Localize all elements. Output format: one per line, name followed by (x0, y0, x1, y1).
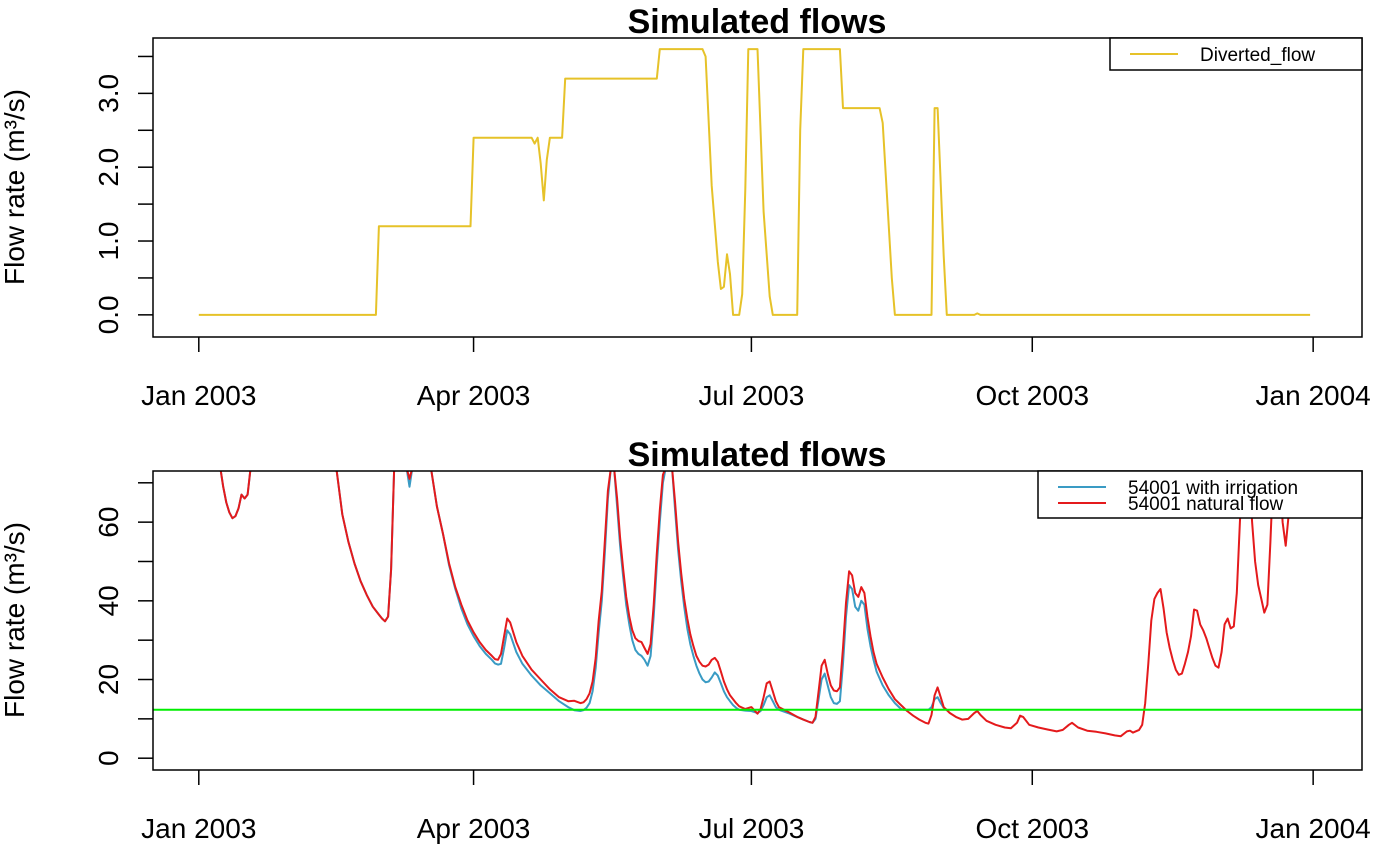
x-tick-label: Jan 2004 (1256, 380, 1371, 411)
chart-title: Simulated flows (628, 436, 887, 474)
y-axis: 0.0 1.0 2.0 3.0 (93, 55, 153, 334)
x-tick-label: Jan 2003 (141, 813, 256, 844)
legend-label-with-irrigation: 54001 with irrigation (1128, 478, 1298, 499)
series-line-54001-with-irrigation (219, 471, 948, 724)
chart-title: Simulated flows (628, 3, 887, 41)
y-tick-label: 60 (93, 507, 124, 538)
flow-comparison-panel: Simulated flows Flow rate (m³/s) Jan 200… (0, 436, 1371, 844)
legend-label-diverted-flow: Diverted_flow (1200, 45, 1315, 66)
x-tick-label: Jan 2004 (1256, 813, 1371, 844)
y-tick-label: 2.0 (93, 148, 124, 187)
y-axis: 0 20 40 60 (93, 482, 153, 766)
x-tick-label: Jul 2003 (698, 813, 804, 844)
x-axis: Jan 2003 Apr 2003 Jul 2003 Oct 2003 Jan 2004 (141, 770, 1371, 844)
x-tick-label: Jul 2003 (698, 380, 804, 411)
plot-frame (152, 37, 1363, 338)
series-layer (153, 471, 1362, 738)
x-tick-label: Oct 2003 (975, 813, 1089, 844)
y-tick-label: 0 (93, 750, 124, 766)
series-line-diverted-flow (198, 48, 1311, 316)
plot-frame (152, 470, 1363, 771)
y-tick-label: 20 (93, 664, 124, 695)
y-axis-label: Flow rate (m³/s) (0, 522, 30, 718)
y-tick-label: 0.0 (93, 295, 124, 334)
y-tick-label: 3.0 (93, 74, 124, 113)
x-tick-label: Oct 2003 (975, 380, 1089, 411)
y-axis-label: Flow rate (m³/s) (0, 89, 30, 285)
legend: Diverted_flow (1109, 37, 1363, 71)
x-tick-label: Apr 2003 (417, 813, 531, 844)
y-tick-label: 1.0 (93, 222, 124, 261)
diverted-flow-panel: Simulated flows Flow rate (m³/s) Jan 200… (0, 3, 1371, 411)
x-axis: Jan 2003 Apr 2003 Jul 2003 Oct 2003 Jan 2004 (141, 337, 1371, 411)
y-tick-label: 40 (93, 585, 124, 616)
legend-label-natural-flow: 54001 natural flow (1128, 494, 1284, 515)
legend: 54001 with irrigation 54001 natural flow (1037, 470, 1363, 519)
x-tick-label: Jan 2003 (141, 380, 256, 411)
series-layer (198, 48, 1311, 316)
legend-box (1037, 470, 1363, 519)
x-tick-label: Apr 2003 (417, 380, 531, 411)
series-line-54001-natural-flow (219, 471, 1293, 738)
